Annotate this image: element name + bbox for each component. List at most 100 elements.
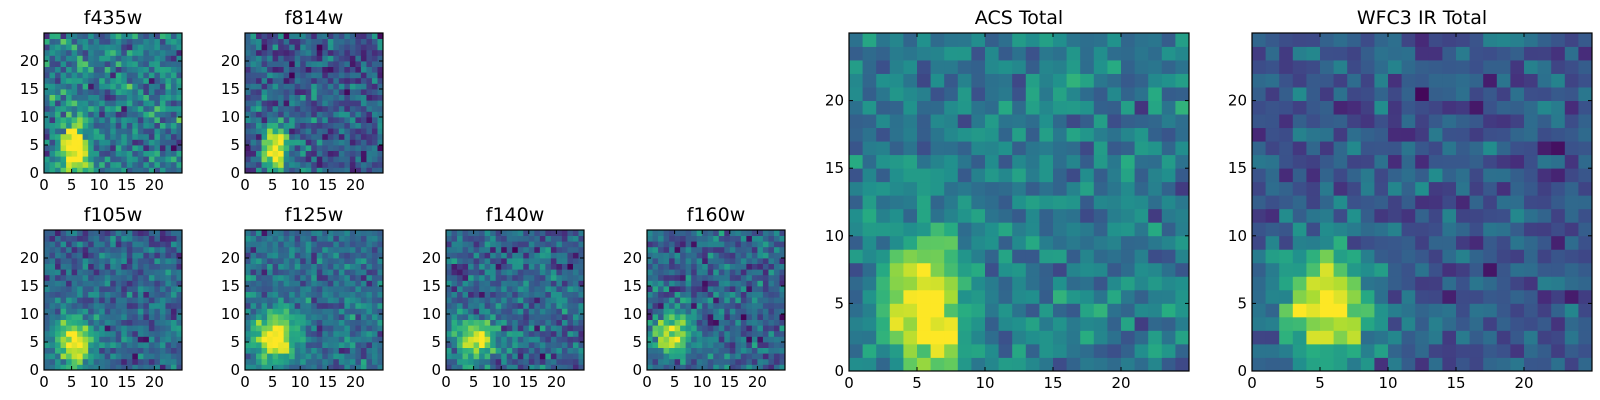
heatmap-cell xyxy=(322,83,329,90)
heatmap-cell xyxy=(572,325,579,332)
heatmap-cell xyxy=(957,181,972,196)
heatmap-cell xyxy=(517,230,524,236)
heatmap-cell xyxy=(360,230,367,236)
heatmap-cell xyxy=(349,128,356,135)
heatmap-cell xyxy=(1456,235,1470,250)
heatmap-cell xyxy=(82,161,89,168)
heatmap-cell xyxy=(539,336,546,343)
heatmap-cell xyxy=(322,314,329,320)
heatmap-cell xyxy=(371,83,378,90)
heatmap-cell xyxy=(311,353,318,360)
heatmap-cell xyxy=(930,357,945,372)
heatmap-cell xyxy=(311,150,318,157)
heatmap-cell xyxy=(512,330,519,337)
heatmap-cell xyxy=(658,347,664,354)
heatmap-cell xyxy=(115,258,122,264)
heatmap-cell xyxy=(1161,33,1176,47)
heatmap-cell xyxy=(110,280,117,287)
heatmap-cell xyxy=(176,117,183,123)
heatmap-cell xyxy=(170,358,177,365)
heatmap-cell xyxy=(44,269,50,276)
heatmap-cell xyxy=(446,274,452,281)
heatmap-cell xyxy=(779,364,786,371)
heatmap-cell xyxy=(862,222,877,237)
heatmap-cell xyxy=(126,302,133,309)
heatmap-cell xyxy=(250,77,257,84)
heatmap-cell xyxy=(545,269,552,276)
heatmap-cell xyxy=(998,289,1013,304)
heatmap-cell xyxy=(267,33,273,39)
heatmap-cell xyxy=(121,246,128,253)
heatmap-cell xyxy=(647,347,653,354)
heatmap-cell xyxy=(713,280,720,287)
heatmap-cell xyxy=(658,246,664,253)
heatmap-cell xyxy=(1537,262,1552,277)
heatmap-cell xyxy=(1292,330,1307,345)
heatmap-cell xyxy=(528,336,535,343)
heatmap-cell xyxy=(148,111,155,118)
heatmap-cell xyxy=(88,38,95,45)
heatmap-cell xyxy=(267,286,273,292)
heatmap-cell xyxy=(104,89,111,95)
heatmap-cell xyxy=(272,246,279,253)
heatmap-cell xyxy=(272,44,279,51)
heatmap-cell xyxy=(126,297,133,304)
heatmap-cell xyxy=(862,330,877,345)
heatmap-cell xyxy=(1025,181,1040,196)
heatmap-cell xyxy=(371,100,378,107)
heatmap-cell xyxy=(305,302,312,309)
heatmap-cell xyxy=(1121,46,1135,61)
heatmap-cell xyxy=(333,336,340,343)
heatmap-cell xyxy=(663,280,670,287)
heatmap-cell xyxy=(1401,249,1416,264)
heatmap-cell xyxy=(289,44,296,51)
heatmap-cell xyxy=(674,263,681,270)
heatmap-cells xyxy=(849,33,1190,372)
heatmap-cell xyxy=(82,122,89,129)
heatmap-cell xyxy=(567,230,574,236)
heatmap-cell xyxy=(457,280,463,287)
heatmap-cell xyxy=(1483,168,1498,183)
x-tick-label: 10 xyxy=(291,176,310,194)
heatmap-cell xyxy=(261,128,268,135)
heatmap-cell xyxy=(696,252,703,259)
heatmap-cell xyxy=(349,297,356,304)
heatmap-cell xyxy=(305,133,312,140)
heatmap-cell xyxy=(355,139,362,146)
heatmap-cell xyxy=(316,297,323,304)
heatmap-cell xyxy=(311,167,318,174)
heatmap-cell xyxy=(451,302,458,309)
heatmap-cell xyxy=(170,139,177,146)
heatmap-cell xyxy=(1537,208,1552,223)
heatmap-cell xyxy=(245,291,251,298)
heatmap-cell xyxy=(88,269,95,276)
heatmap-cell xyxy=(713,252,720,259)
heatmap-cell xyxy=(137,105,144,112)
heatmap-cell xyxy=(1012,181,1027,196)
heatmap-cell xyxy=(490,291,497,298)
heatmap-cell xyxy=(55,49,61,56)
heatmap-cell xyxy=(702,252,709,259)
heatmap-cell xyxy=(333,330,340,337)
y-tick-label: 20 xyxy=(623,249,642,267)
heatmap-cell xyxy=(110,150,117,157)
heatmap-cell xyxy=(256,330,262,337)
heatmap-cell xyxy=(1025,316,1040,331)
heatmap-cell xyxy=(256,314,262,320)
heatmap-cell xyxy=(256,358,262,365)
heatmap-cell xyxy=(971,208,986,223)
heatmap-cell xyxy=(1039,73,1054,88)
heatmap-cell xyxy=(66,167,72,174)
heatmap-cell xyxy=(849,87,863,101)
heatmap-cell xyxy=(735,246,742,253)
heatmap-cell xyxy=(377,342,384,348)
heatmap-cell xyxy=(148,258,155,264)
heatmap-cell xyxy=(366,258,373,264)
heatmap-cell xyxy=(1483,357,1498,372)
heatmap-cell xyxy=(311,336,318,343)
heatmap-cell xyxy=(311,297,318,304)
heatmap-cell xyxy=(691,336,698,343)
heatmap-cell xyxy=(545,291,552,298)
heatmap-cell xyxy=(1053,235,1067,250)
heatmap-cell xyxy=(344,246,351,253)
